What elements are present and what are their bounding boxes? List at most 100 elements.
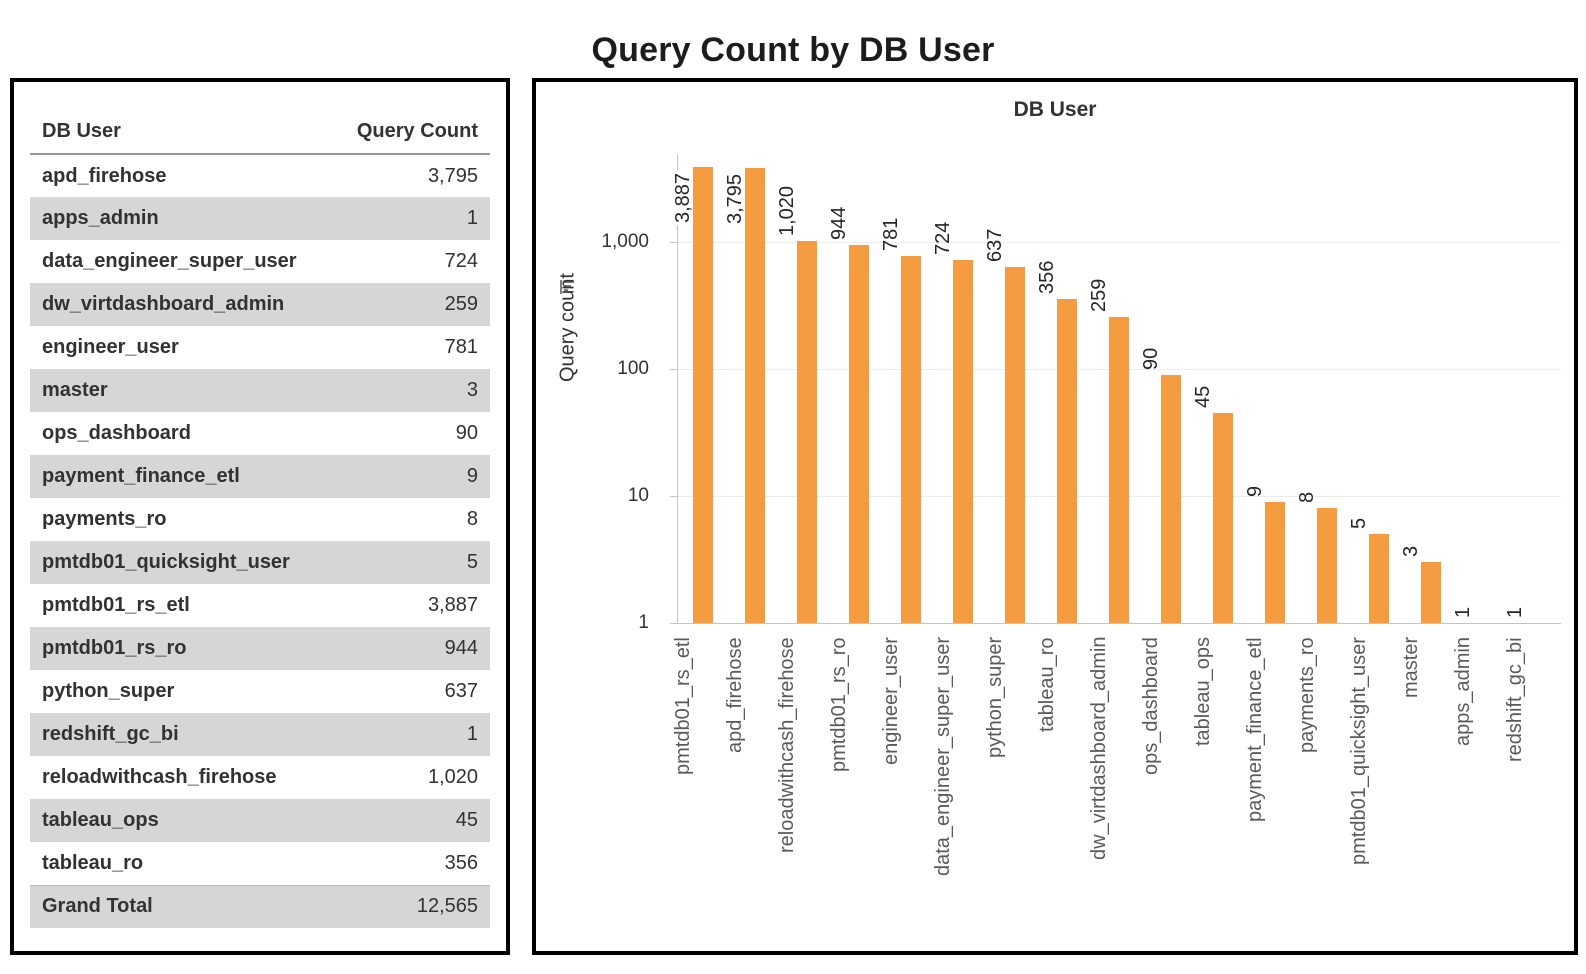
table-row[interactable]: redshift_gc_bi 1 [30, 713, 490, 756]
db-user-cell[interactable]: pmtdb01_rs_ro [42, 637, 187, 659]
bar[interactable] [1369, 534, 1389, 623]
bar-value-label: 637 [984, 228, 1006, 262]
x-category-label: apd_firehose [724, 637, 746, 753]
db-user-cell[interactable]: python_super [42, 680, 175, 702]
bar[interactable] [1161, 374, 1181, 623]
db-user-cell[interactable]: dw_virtdashboard_admin [42, 293, 285, 315]
table-row[interactable]: data_engineer_super_user 724 [30, 240, 490, 283]
bar[interactable] [693, 167, 713, 623]
y-axis-line [677, 155, 678, 623]
query-count-table: DB User Query Count apd_firehose 3,795 app… [30, 120, 490, 928]
query-count-cell[interactable]: 356 [444, 851, 478, 874]
bar[interactable] [797, 240, 817, 623]
table-row[interactable]: tableau_ops 45 [30, 799, 490, 842]
y-tick-label: 10 [627, 485, 649, 506]
bar[interactable] [1109, 316, 1129, 623]
table-row[interactable]: pmtdb01_rs_etl 3,887 [30, 584, 490, 627]
db-user-cell[interactable]: redshift_gc_bi [42, 723, 179, 745]
query-count-cell[interactable]: 1 [466, 207, 478, 229]
bar[interactable] [1317, 508, 1337, 623]
db-user-cell[interactable]: engineer_user [42, 336, 179, 358]
x-category-label: data_engineer_super_user [932, 636, 954, 876]
x-category-label: payment_finance_etl [1244, 637, 1266, 822]
x-category-label: payments_ro [1296, 637, 1318, 753]
db-user-cell[interactable]: tableau_ops [42, 809, 159, 831]
table-row[interactable]: ops_dashboard 90 [30, 412, 490, 455]
query-count-cell[interactable]: 3 [466, 379, 478, 401]
query-count-cell[interactable]: 9 [466, 465, 478, 487]
summary-table-panel: DB User Query Count apd_firehose 3,795 app… [10, 78, 510, 955]
bar[interactable] [849, 245, 869, 623]
query-count-cell[interactable]: 45 [455, 809, 478, 831]
query-count-cell[interactable]: 8 [466, 508, 478, 530]
db-user-cell[interactable]: tableau_ro [42, 851, 144, 874]
query-count-cell[interactable]: 637 [444, 680, 478, 702]
table-row[interactable]: apd_firehose 3,795 [30, 154, 490, 197]
table-row[interactable]: engineer_user 781 [30, 326, 490, 369]
bar-value-label: 90 [1140, 347, 1162, 370]
grand-total-label: Grand Total [30, 884, 333, 928]
x-category-label: dw_virtdashboard_admin [1088, 636, 1110, 860]
query-count-cell[interactable]: 724 [444, 250, 478, 272]
table-row[interactable]: python_super 637 [30, 670, 490, 713]
bar-value-label: 781 [880, 217, 902, 251]
db-user-cell[interactable]: reloadwithcash_firehose [42, 766, 277, 788]
query-count-cell[interactable]: 3,887 [427, 594, 478, 616]
query-count-cell[interactable]: 90 [455, 422, 478, 444]
sort-descending-icon[interactable] [558, 278, 578, 301]
db-user-cell[interactable]: apd_firehose [42, 164, 167, 187]
query-count-cell[interactable]: 1,020 [427, 766, 478, 788]
query-count-cell[interactable]: 259 [444, 293, 478, 315]
table-row[interactable]: dw_virtdashboard_admin 259 [30, 283, 490, 326]
y-tick-label: 1,000 [601, 231, 649, 252]
query-count-cell[interactable]: 5 [466, 551, 478, 573]
bar[interactable] [953, 259, 973, 623]
bar-chart-panel: DB User Query count 1 10 100 1,000 3,887 pmtd… [532, 78, 1578, 955]
bar-value-label: 259 [1088, 278, 1110, 312]
query-count-cell[interactable]: 781 [444, 336, 478, 358]
table-row[interactable]: reloadwithcash_firehose 1,020 [30, 756, 490, 799]
bar[interactable] [1265, 501, 1285, 623]
bar-value-label: 356 [1036, 260, 1058, 294]
query-count-cell[interactable]: 944 [444, 637, 478, 659]
db-user-cell[interactable]: apps_admin [42, 207, 159, 229]
bar[interactable] [901, 255, 921, 623]
db-user-cell[interactable]: payment_finance_etl [42, 465, 240, 487]
grand-total-row[interactable]: Grand Total 12,565 [30, 884, 490, 928]
table-row[interactable]: apps_admin 1 [30, 197, 490, 240]
plot-area: 1 10 100 1,000 3,887 pmtdb01_rs_etl 3,795 apd_f… [536, 82, 1574, 951]
db-user-cell[interactable]: payments_ro [42, 508, 167, 530]
bar-value-label: 5 [1348, 518, 1370, 530]
bar[interactable] [1005, 266, 1025, 623]
axis-tick [670, 496, 677, 497]
db-user-cell[interactable]: pmtdb01_rs_etl [42, 594, 190, 616]
table-row[interactable]: payment_finance_etl 9 [30, 455, 490, 498]
x-axis-line [677, 623, 1561, 624]
query-count-cell[interactable]: 3,795 [427, 164, 478, 187]
x-category-label: pmtdb01_quicksight_user [1348, 637, 1370, 865]
bar-value-label: 45 [1192, 385, 1214, 409]
bar[interactable] [1057, 298, 1077, 623]
x-category-label: tableau_ro [1036, 637, 1058, 732]
bar-value-label: 8 [1296, 492, 1318, 504]
db-user-cell[interactable]: ops_dashboard [42, 422, 191, 444]
x-category-label: pmtdb01_rs_etl [672, 637, 694, 775]
table-row[interactable]: pmtdb01_rs_ro 944 [30, 627, 490, 670]
query-count-cell[interactable]: 1 [466, 723, 478, 745]
column-header-db-user: DB User [30, 120, 333, 155]
table-row[interactable]: master 3 [30, 369, 490, 412]
db-user-cell[interactable]: pmtdb01_quicksight_user [42, 551, 290, 573]
table-header: DB User Query Count [30, 120, 490, 155]
table-row[interactable]: tableau_ro 356 [30, 842, 490, 885]
bar[interactable] [1213, 413, 1233, 623]
table-row[interactable]: pmtdb01_quicksight_user 5 [30, 541, 490, 584]
table-row[interactable]: payments_ro 8 [30, 498, 490, 541]
db-user-cell[interactable]: master [42, 379, 108, 401]
chart-title: DB User [1013, 98, 1097, 121]
column-header-query-count: Query Count [332, 120, 490, 155]
db-user-cell[interactable]: data_engineer_super_user [42, 250, 297, 272]
bar[interactable] [1421, 562, 1441, 623]
bar-value-label: 724 [932, 221, 954, 255]
bar[interactable] [745, 168, 765, 623]
bar-value-label: 944 [828, 206, 850, 241]
